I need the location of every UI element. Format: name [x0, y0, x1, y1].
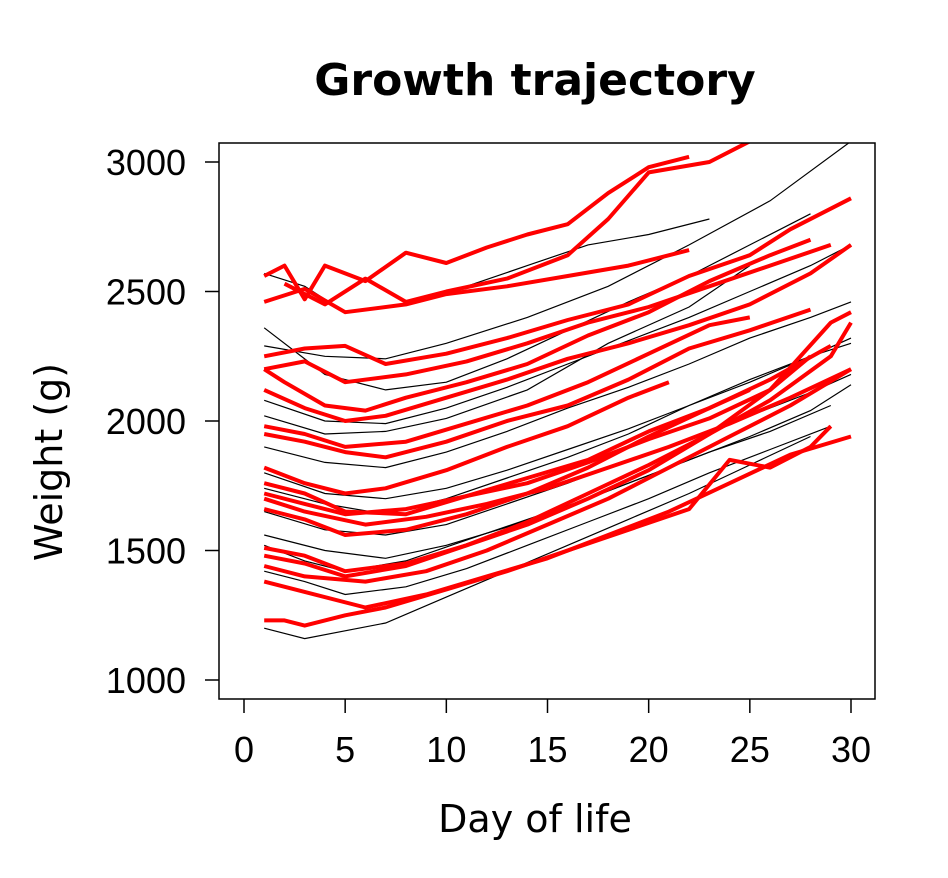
x-tick-label-20: 20	[629, 729, 669, 770]
plot-frame	[218, 142, 876, 700]
series-line-thick-5	[263, 237, 812, 413]
series-line-thick-1	[263, 154, 690, 302]
series-line-thick-8	[263, 307, 812, 460]
series-line-thick-15	[263, 321, 853, 579]
series-line-thin-24	[264, 342, 852, 500]
series-line-thick-13	[263, 388, 751, 537]
chart-title: Growth trajectory	[314, 55, 755, 106]
series-line-thin-29	[264, 435, 811, 640]
y-tick-label-3000: 3000	[106, 142, 186, 183]
x-tick-label-25: 25	[730, 729, 770, 770]
series-line-thick-7	[263, 315, 751, 449]
series-line-thick-3	[263, 196, 852, 366]
series-line-thick-18	[264, 424, 833, 628]
series-line-thin-30	[264, 337, 852, 515]
series-line-thin-28	[264, 425, 832, 596]
series-line-thick-4	[263, 243, 832, 385]
series-line-thick-9	[263, 380, 670, 496]
x-axis: 0 5 10 15 20 25 30	[234, 699, 871, 770]
series-line-thick-6	[263, 243, 853, 423]
x-tick-label-15: 15	[527, 729, 567, 770]
series-line-thick-0	[263, 248, 690, 315]
x-axis-label: Day of life	[438, 797, 632, 841]
x-tick-label-5: 5	[335, 729, 355, 770]
series-line-thick-12	[263, 367, 852, 527]
y-tick-label-2000: 2000	[106, 401, 186, 442]
y-tick-label-2500: 2500	[106, 272, 186, 313]
x-tick-label-10: 10	[426, 729, 466, 770]
series-line-thin-31	[264, 244, 852, 425]
y-axis: 1000 1500 2000 2500 3000	[106, 142, 219, 701]
series-line-thin-21	[263, 213, 811, 391]
y-axis-label: Weight (g)	[27, 363, 71, 561]
series-line-thin-22	[264, 265, 751, 435]
x-tick-label-0: 0	[234, 729, 254, 770]
series-line-thick-11	[263, 310, 852, 517]
series-line-thick-16	[263, 367, 853, 584]
series-layer	[263, 143, 853, 640]
y-tick-label-1500: 1500	[106, 531, 186, 572]
y-tick-label-1000: 1000	[106, 660, 186, 701]
series-line-thick-14	[263, 354, 812, 574]
x-tick-label-30: 30	[831, 729, 871, 770]
series-line-thin-23	[264, 301, 852, 469]
series-line-thin-20	[264, 143, 850, 360]
series-line-thick-2	[283, 143, 751, 307]
